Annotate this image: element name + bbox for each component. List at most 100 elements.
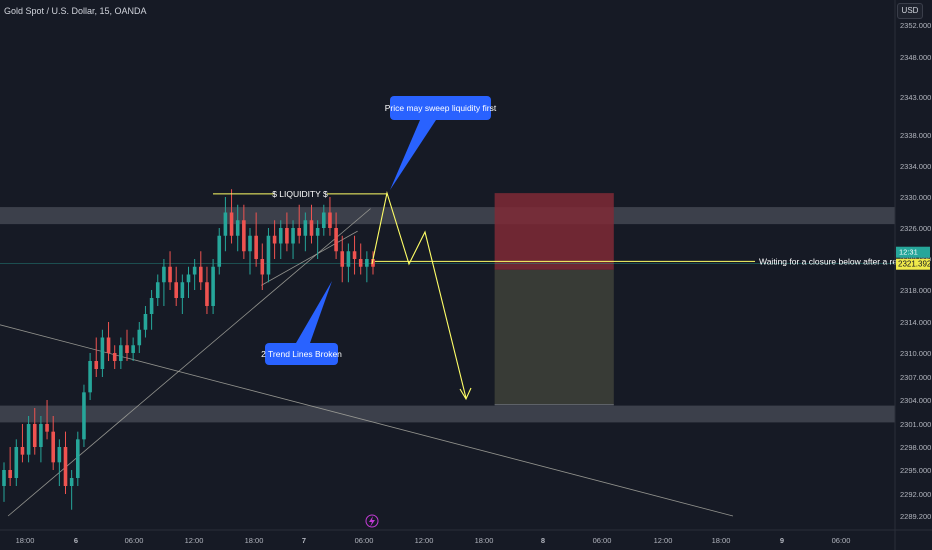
current-price-label: 2321.392 bbox=[898, 260, 932, 269]
time-tick-label: 9 bbox=[780, 536, 784, 545]
time-tick-label: 12:00 bbox=[185, 536, 204, 545]
time-tick-label: 18:00 bbox=[245, 536, 264, 545]
lightning-icon bbox=[369, 516, 375, 527]
candle-body bbox=[309, 220, 314, 236]
candle bbox=[254, 212, 258, 267]
candles-layer bbox=[2, 189, 375, 510]
candle-body bbox=[94, 361, 99, 369]
upper-zone bbox=[0, 207, 895, 225]
time-tick-label: 18:00 bbox=[16, 536, 35, 545]
liquidity-label: $ LIQUIDITY $ bbox=[272, 189, 328, 199]
time-tick-label: 6 bbox=[74, 536, 78, 545]
candle bbox=[119, 337, 123, 369]
price-tick-label: 2298.000 bbox=[900, 443, 931, 452]
price-tick-label: 2318.000 bbox=[900, 286, 931, 295]
price-tick-label: 2343.000 bbox=[900, 93, 931, 102]
callout-trendlines-broken-tail bbox=[296, 281, 332, 343]
candle bbox=[248, 228, 252, 275]
candle-body bbox=[143, 314, 148, 330]
time-tick-label: 18:00 bbox=[475, 536, 494, 545]
candle bbox=[186, 266, 191, 298]
callout-liquidity-sweep-tail bbox=[390, 120, 436, 190]
candle-body bbox=[272, 235, 277, 244]
candle bbox=[297, 204, 301, 244]
candle bbox=[39, 416, 43, 463]
candle-body bbox=[211, 266, 215, 306]
candle-body bbox=[131, 345, 135, 353]
candle-body bbox=[14, 447, 19, 478]
price-tick-label: 2338.000 bbox=[900, 131, 931, 140]
candle-body bbox=[297, 228, 301, 236]
candle bbox=[229, 189, 234, 244]
candle bbox=[174, 266, 178, 306]
time-tick-label: 06:00 bbox=[125, 536, 144, 545]
candle bbox=[26, 416, 31, 463]
callout-liquidity-sweep-box bbox=[390, 96, 491, 120]
candle bbox=[82, 384, 86, 447]
candle bbox=[242, 204, 246, 259]
candle-body bbox=[137, 329, 142, 346]
candle-body bbox=[205, 282, 209, 306]
candle-body bbox=[26, 424, 31, 455]
candle bbox=[266, 228, 271, 283]
candle-body bbox=[162, 266, 166, 283]
time-tick-label: 8 bbox=[541, 536, 545, 545]
price-tick-label: 2334.000 bbox=[900, 162, 931, 171]
callout-liquidity-sweep: Price may sweep liquidity first bbox=[385, 96, 497, 190]
lower-zone bbox=[0, 405, 895, 423]
candle-body bbox=[260, 259, 265, 275]
candle bbox=[45, 400, 49, 440]
callout-liquidity-sweep-text: Price may sweep liquidity first bbox=[385, 103, 497, 113]
price-tick-label: 2330.000 bbox=[900, 193, 931, 202]
candle-body bbox=[328, 212, 332, 228]
callout-trendlines-broken: 2 Trend Lines Broken bbox=[261, 281, 342, 365]
candle bbox=[162, 259, 166, 306]
stop-loss-box bbox=[494, 193, 614, 270]
candle bbox=[88, 353, 92, 400]
candle-body bbox=[180, 282, 185, 298]
candle bbox=[346, 243, 351, 283]
price-tick-label: 2314.000 bbox=[900, 318, 931, 327]
countdown-label: 12:31 bbox=[899, 248, 918, 257]
candle-body bbox=[69, 478, 74, 486]
candle bbox=[322, 204, 326, 236]
candle-body bbox=[192, 266, 197, 275]
candle bbox=[131, 337, 135, 361]
candle-body bbox=[223, 212, 228, 236]
candle-body bbox=[45, 424, 49, 432]
candle bbox=[285, 212, 289, 252]
candle-body bbox=[174, 282, 178, 298]
retest-note: Waiting for a closure below after a rete… bbox=[759, 256, 911, 266]
price-tick-label: 2348.000 bbox=[900, 53, 931, 62]
candle-body bbox=[199, 266, 203, 283]
trendline-3 bbox=[261, 230, 358, 286]
candle bbox=[371, 251, 375, 275]
candle-body bbox=[76, 439, 80, 478]
candle-body bbox=[365, 259, 369, 267]
candle-body bbox=[149, 298, 154, 314]
candle-body bbox=[315, 228, 320, 236]
candle-body bbox=[334, 228, 338, 252]
candle bbox=[143, 306, 148, 338]
candle-body bbox=[291, 228, 295, 244]
take-profit-box bbox=[494, 269, 614, 405]
price-tick-label: 2304.000 bbox=[900, 396, 931, 405]
candle bbox=[2, 462, 6, 502]
candle-body bbox=[235, 220, 240, 236]
candle-body bbox=[119, 345, 123, 361]
candle-body bbox=[39, 424, 43, 447]
time-tick-label: 12:00 bbox=[654, 536, 673, 545]
candle bbox=[272, 220, 277, 259]
candle bbox=[278, 220, 283, 259]
candle-body bbox=[8, 470, 12, 478]
currency-selector[interactable]: USD bbox=[897, 3, 923, 19]
candle bbox=[57, 439, 62, 486]
price-tick-label: 2310.000 bbox=[900, 349, 931, 358]
candle-body bbox=[254, 235, 258, 259]
candle-body bbox=[82, 392, 86, 440]
candle bbox=[20, 424, 25, 463]
price-tick-label: 2352.000 bbox=[900, 21, 931, 30]
time-tick-label: 7 bbox=[302, 536, 306, 545]
trendline-1 bbox=[0, 324, 734, 517]
